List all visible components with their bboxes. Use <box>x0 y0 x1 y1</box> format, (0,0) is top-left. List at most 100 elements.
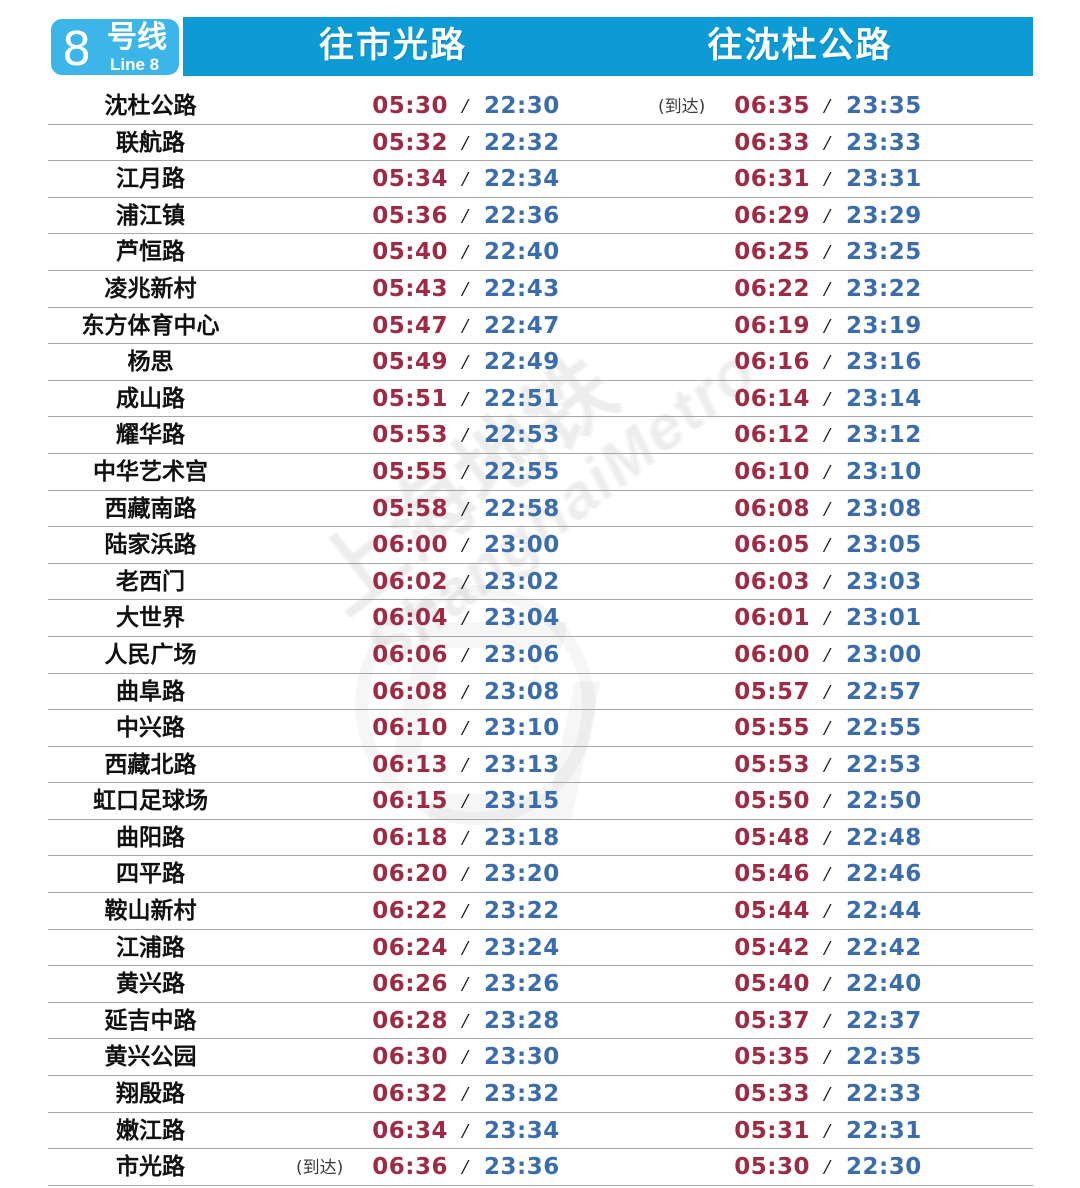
last-train-time: 22:48 <box>846 824 922 851</box>
last-train-time: 22:43 <box>484 275 560 302</box>
header-bar <box>183 17 1033 76</box>
time-separator: / <box>824 1155 830 1180</box>
last-train-time: 23:05 <box>846 532 922 559</box>
time-cell-shiguang: 05:55 / 22:55 <box>268 454 628 490</box>
last-train-time: 22:51 <box>484 385 560 412</box>
time-separator: / <box>824 972 830 997</box>
last-train-time: 23:18 <box>484 824 560 851</box>
table-row: 沈杜公路 05:30 / 22:30 (到达) 06:35 / 23:35 <box>48 88 1033 125</box>
time-cell-shendu: 06:16 / 23:16 <box>638 344 1028 380</box>
time-separator: / <box>462 1118 468 1143</box>
table-row: 曲阳路 06:18 / 23:18 05:48 / 22:48 <box>48 820 1033 857</box>
first-train-time: 06:01 <box>734 605 810 632</box>
first-train-time: 06:08 <box>372 678 448 705</box>
first-train-time: 05:37 <box>734 1007 810 1034</box>
time-separator: / <box>462 642 468 667</box>
first-train-time: 06:18 <box>372 824 448 851</box>
last-train-time: 23:13 <box>484 751 560 778</box>
line-badge: 8 号线 Line 8 <box>48 16 182 78</box>
last-train-time: 22:40 <box>846 971 922 998</box>
time-separator: / <box>462 862 468 887</box>
time-separator: / <box>462 313 468 338</box>
first-train-time: 06:24 <box>372 934 448 961</box>
last-train-time: 23:35 <box>846 93 922 119</box>
timetable-header: 8 号线 Line 8 往市光路 往沈杜公路 <box>0 0 1080 92</box>
station-name: 延吉中路 <box>104 1007 197 1034</box>
time-separator: / <box>824 203 830 228</box>
first-train-time: 05:58 <box>372 495 448 522</box>
first-train-time: 06:26 <box>372 971 448 998</box>
time-cell-shiguang: 06:32 / 23:32 <box>268 1076 628 1112</box>
first-train-time: 06:13 <box>372 751 448 778</box>
first-train-time: 06:14 <box>734 385 810 412</box>
first-train-time: 05:35 <box>734 1044 810 1071</box>
table-row: 中华艺术宫 05:55 / 22:55 06:10 / 23:10 <box>48 454 1033 491</box>
table-row: 东方体育中心 05:47 / 22:47 06:19 / 23:19 <box>48 308 1033 345</box>
last-train-time: 22:55 <box>846 715 922 742</box>
time-cell-shiguang: 06:00 / 23:00 <box>268 527 628 563</box>
last-train-time: 22:50 <box>846 788 922 815</box>
station-name: 中华艺术宫 <box>93 458 208 485</box>
time-cell-shendu: 05:55 / 22:55 <box>638 710 1028 746</box>
station-name: 黄兴路 <box>116 971 185 998</box>
last-train-time: 23:04 <box>484 605 560 632</box>
first-train-time: 06:00 <box>734 641 810 668</box>
first-train-time: 06:33 <box>734 129 810 156</box>
last-train-time: 23:20 <box>484 861 560 888</box>
first-train-time: 05:47 <box>372 312 448 339</box>
time-cell-shiguang: 06:10 / 23:10 <box>268 710 628 746</box>
last-train-time: 23:08 <box>846 495 922 522</box>
line-label-en: Line 8 <box>110 55 160 74</box>
last-train-time: 23:22 <box>484 898 560 925</box>
first-train-time: 05:57 <box>734 678 810 705</box>
last-train-time: 23:28 <box>484 1007 560 1034</box>
last-train-time: 22:34 <box>484 166 560 193</box>
time-cell-shendu: 06:25 / 23:25 <box>638 234 1028 270</box>
table-row: 市光路 (到达) 06:36 / 23:36 05:30 / 22:30 <box>48 1149 1033 1186</box>
time-cell-shendu: 06:10 / 23:10 <box>638 454 1028 490</box>
last-train-time: 23:25 <box>846 239 922 266</box>
table-row: 嫩江路 06:34 / 23:34 05:31 / 22:31 <box>48 1113 1033 1150</box>
last-train-time: 22:47 <box>484 312 560 339</box>
first-train-time: 05:30 <box>734 1154 810 1181</box>
last-train-time: 23:22 <box>846 275 922 302</box>
time-cell-shendu: 06:00 / 23:00 <box>638 637 1028 673</box>
station-name: 江浦路 <box>116 934 185 961</box>
table-row: 翔殷路 06:32 / 23:32 05:33 / 22:33 <box>48 1076 1033 1113</box>
last-train-time: 23:36 <box>484 1154 560 1181</box>
station-name: 东方体育中心 <box>81 312 220 339</box>
time-separator: / <box>462 1008 468 1033</box>
last-train-time: 22:40 <box>484 239 560 266</box>
station-name: 鞍山新村 <box>104 898 197 925</box>
first-train-time: 06:10 <box>734 458 810 485</box>
station-name: 翔殷路 <box>116 1081 185 1108</box>
first-train-time: 06:02 <box>372 568 448 595</box>
table-row: 西藏北路 06:13 / 23:13 05:53 / 22:53 <box>48 747 1033 784</box>
station-name: 芦恒路 <box>116 239 185 266</box>
last-train-time: 23:33 <box>846 129 922 156</box>
station-name: 黄兴公园 <box>104 1044 197 1071</box>
station-name: 老西门 <box>116 568 185 595</box>
table-row: 黄兴公园 06:30 / 23:30 05:35 / 22:35 <box>48 1039 1033 1077</box>
last-train-time: 23:08 <box>484 678 560 705</box>
last-train-time: 23:29 <box>846 202 922 229</box>
first-train-time: 06:34 <box>372 1117 448 1144</box>
last-train-time: 23:00 <box>846 641 922 668</box>
last-train-time: 23:00 <box>484 532 560 559</box>
station-name: 西藏南路 <box>104 495 197 522</box>
time-cell-shiguang: 05:49 / 22:49 <box>268 344 628 380</box>
first-train-time: 05:32 <box>372 129 448 156</box>
station-name: 西藏北路 <box>104 751 197 778</box>
time-cell-shiguang: 05:32 / 22:32 <box>268 125 628 161</box>
time-separator: / <box>824 569 830 594</box>
time-separator: / <box>824 1008 830 1033</box>
first-train-time: 06:08 <box>734 495 810 522</box>
last-train-time: 22:36 <box>484 202 560 229</box>
time-separator: / <box>824 94 830 118</box>
time-separator: / <box>824 789 830 814</box>
time-cell-shiguang: 06:20 / 23:20 <box>268 856 628 892</box>
time-separator: / <box>462 899 468 924</box>
time-separator: / <box>462 1045 468 1070</box>
first-train-time: 05:33 <box>734 1081 810 1108</box>
time-cell-shendu: 05:42 / 22:42 <box>638 930 1028 966</box>
